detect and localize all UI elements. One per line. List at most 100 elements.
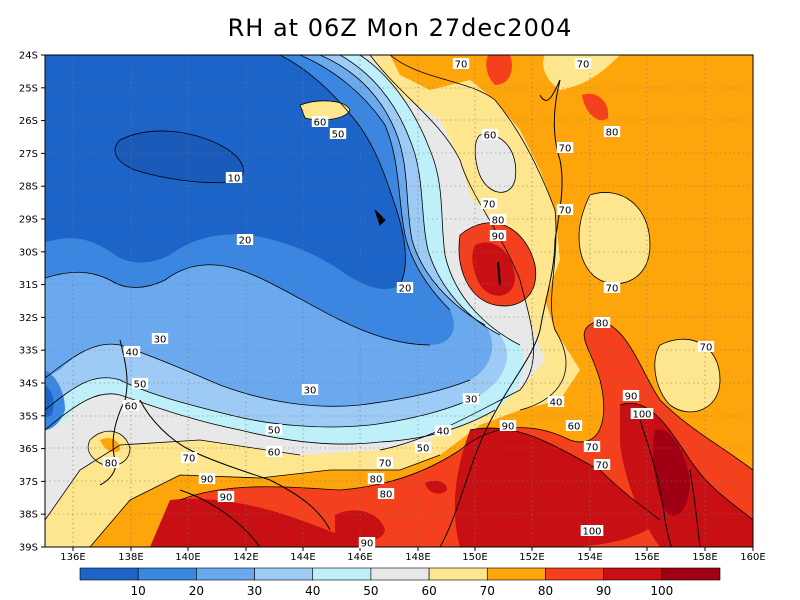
svg-text:80: 80 [380, 490, 393, 501]
lat-label: 26S [19, 116, 38, 127]
lat-lon-grid [45, 55, 753, 547]
svg-text:70: 70 [379, 459, 392, 470]
colorbar-swatch [603, 567, 663, 581]
lat-label: 25S [19, 83, 38, 94]
colorbar-swatch [661, 567, 721, 581]
svg-text:80: 80 [606, 128, 619, 139]
contour-label: 30 [462, 393, 480, 406]
svg-text:40: 40 [437, 427, 450, 438]
svg-text:60: 60 [268, 448, 281, 459]
lat-label: 38S [19, 510, 38, 521]
lon-label: 152E [519, 552, 544, 563]
colorbar-label: 30 [247, 584, 262, 598]
lon-label: 150E [462, 552, 487, 563]
contour-label: 20 [396, 282, 414, 295]
rh-field-70-n [543, 55, 620, 90]
svg-text:70: 70 [596, 461, 609, 472]
svg-text:70: 70 [700, 343, 713, 354]
contour-label: 90 [489, 230, 507, 243]
svg-text:100: 100 [632, 410, 651, 421]
lon-label: 158E [692, 552, 717, 563]
contour-label: 50 [329, 128, 347, 141]
colorbar-label: 100 [650, 584, 673, 598]
contour-label: 90 [217, 491, 235, 504]
lat-label: 37S [19, 477, 38, 488]
svg-text:30: 30 [465, 395, 478, 406]
svg-text:90: 90 [201, 475, 214, 486]
svg-text:60: 60 [568, 422, 581, 433]
colorbar-label: 90 [596, 584, 611, 598]
contour-label: 80 [603, 126, 621, 139]
contour-label: 80 [102, 457, 120, 470]
contour-label: 70 [556, 204, 574, 217]
contour-label: 70 [697, 341, 715, 354]
colorbar-swatch [79, 567, 139, 581]
colorbar-label: 80 [538, 584, 553, 598]
svg-text:90: 90 [625, 392, 638, 403]
rh-field-90-ne [486, 55, 512, 85]
contour-label: 60 [311, 116, 329, 129]
contour-label: 70 [593, 459, 611, 472]
svg-text:50: 50 [417, 444, 430, 455]
colorbar-swatch [312, 567, 372, 581]
lon-label: 146E [347, 552, 372, 563]
colorbar-swatch [254, 567, 314, 581]
svg-text:50: 50 [268, 426, 281, 437]
svg-text:70: 70 [559, 144, 572, 155]
contour-label: 20 [236, 234, 254, 247]
svg-text:60: 60 [484, 131, 497, 142]
lat-label: 34S [19, 379, 38, 390]
svg-text:70: 70 [586, 443, 599, 454]
rh-field-lt10 [115, 130, 244, 183]
contour-label: 60 [565, 420, 583, 433]
contour-label: 30 [301, 384, 319, 397]
svg-text:70: 70 [559, 206, 572, 217]
contour-label: 70 [480, 198, 498, 211]
contour-label: 90 [622, 390, 640, 403]
contour-label: 50 [414, 442, 432, 455]
svg-text:70: 70 [183, 454, 196, 465]
map-frame [44, 54, 754, 548]
lat-label: 29S [19, 215, 38, 226]
colorbar-swatch [137, 567, 197, 581]
contour-label: 90 [499, 420, 517, 433]
colorbar-swatch [370, 567, 430, 581]
svg-text:60: 60 [314, 118, 327, 129]
rh-field-100-c [150, 498, 380, 547]
contour-label: 40 [547, 396, 565, 409]
svg-text:60: 60 [125, 402, 138, 413]
contour-label: 60 [122, 400, 140, 413]
svg-text:50: 50 [134, 380, 147, 391]
contour-label: 80 [489, 214, 507, 227]
svg-text:80: 80 [596, 319, 609, 330]
lon-label: 148E [405, 552, 430, 563]
svg-text:30: 30 [304, 386, 317, 397]
contour-label: 40 [434, 425, 452, 438]
svg-text:80: 80 [492, 216, 505, 227]
contour-label: 100 [630, 408, 654, 421]
svg-text:90: 90 [361, 539, 374, 550]
latitude-labels: 24S 25S 26S 27S 28S 29S 30S 31S 32S 33S 34S 35S 36S 3… [19, 51, 45, 554]
rh-field-100 [454, 428, 660, 547]
rh-field-60-patch [475, 134, 516, 193]
rh-field-west-edge-low [45, 385, 54, 418]
map-title: RH at 06Z Mon 27dec2004 [227, 14, 573, 42]
contour-label: 10 [225, 172, 243, 185]
svg-text:20: 20 [399, 284, 412, 295]
svg-text:70: 70 [455, 60, 468, 71]
contour-value-labels: 70 70 60 50 80 60 70 10 70 70 20 80 90 20 70 30 80 40 70 50… [102, 58, 715, 550]
contour-label: 80 [367, 473, 385, 486]
lon-label: 138E [118, 552, 143, 563]
lon-label: 136E [60, 552, 85, 563]
colorbar-label: 50 [363, 584, 378, 598]
contour-label: 40 [123, 346, 141, 359]
contour-label: 90 [198, 473, 216, 486]
svg-text:70: 70 [577, 60, 590, 71]
contour-label: 100 [580, 525, 604, 538]
rh-field-80-west [100, 438, 120, 453]
lat-label: 35S [19, 411, 38, 422]
contour-label: 70 [574, 58, 592, 71]
lon-label: 154E [577, 552, 602, 563]
svg-text:80: 80 [370, 475, 383, 486]
svg-text:30: 30 [154, 335, 167, 346]
